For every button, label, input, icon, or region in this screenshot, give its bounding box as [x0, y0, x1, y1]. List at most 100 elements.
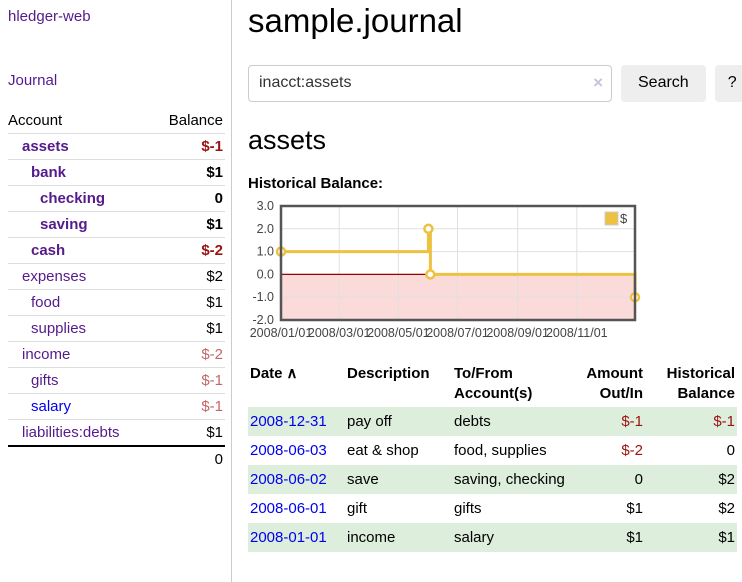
account-link-supplies[interactable]: supplies	[31, 320, 87, 337]
account-balance: $1	[206, 294, 223, 311]
account-row: cash $-2	[8, 237, 225, 263]
account-link-bank[interactable]: bank	[31, 164, 67, 181]
transaction-balance: $1	[718, 528, 735, 546]
svg-text:2008/09/01: 2008/09/01	[486, 326, 549, 340]
account-balance: $2	[206, 268, 223, 285]
column-header-balance[interactable]: Historical Balance	[666, 364, 735, 402]
account-link-income[interactable]: income	[22, 346, 71, 363]
svg-text:2.0: 2.0	[257, 222, 274, 236]
transaction-row: 2008-01-01 income salary $1 $1	[248, 522, 737, 552]
clear-search-icon[interactable]: ×	[593, 72, 603, 92]
transaction-amount: $1	[626, 528, 643, 546]
brand-link[interactable]: hledger-web	[8, 8, 91, 25]
transaction-date-link[interactable]: 2008-06-03	[250, 441, 327, 459]
transaction-row: 2008-06-03 eat & shop food, supplies $-2…	[248, 436, 737, 465]
transaction-date-link[interactable]: 2008-01-01	[250, 528, 327, 546]
help-button[interactable]: ?	[714, 64, 742, 102]
account-row: assets $-1	[8, 133, 225, 159]
transaction-date-link[interactable]: 2008-06-01	[250, 499, 327, 517]
account-row: gifts $-1	[8, 367, 225, 393]
svg-text:-1.0: -1.0	[252, 290, 274, 304]
account-balance: $1	[206, 164, 223, 181]
account-balance: $-2	[201, 242, 223, 259]
account-link-saving[interactable]: saving	[40, 216, 88, 233]
transaction-row: 2008-06-02 save saving, checking 0 $2	[248, 464, 737, 494]
account-link-expenses[interactable]: expenses	[22, 268, 87, 285]
transaction-balance: $-1	[713, 412, 735, 430]
column-header-description[interactable]: Description	[347, 364, 430, 382]
accounts-total-balance: 0	[214, 451, 223, 468]
account-heading: assets	[248, 124, 327, 155]
column-header-accounts[interactable]: To/From Account(s)	[454, 364, 533, 402]
transaction-row: 2008-12-31 pay off debts $-1 $-1	[248, 406, 737, 436]
account-row: salary $-1	[8, 393, 225, 419]
transaction-amount: $-1	[621, 412, 643, 430]
accounts-table-header: Account Balance	[8, 110, 225, 133]
transaction-description: save	[347, 470, 379, 488]
column-header-amount[interactable]: Amount Out/In	[586, 364, 643, 402]
svg-text:0.0: 0.0	[257, 267, 274, 281]
account-balance: 0	[214, 190, 223, 207]
page-title: sample.journal	[248, 2, 463, 39]
account-balance: $1	[206, 424, 223, 441]
account-row: supplies $1	[8, 315, 225, 341]
chart-title: Historical Balance:	[248, 174, 384, 192]
transaction-description: eat & shop	[347, 441, 419, 459]
account-balance: $-1	[201, 138, 223, 155]
account-row: checking 0	[8, 185, 225, 211]
account-balance: $1	[206, 216, 223, 233]
transaction-description: gift	[347, 499, 368, 517]
transaction-accounts: saving, checking	[454, 470, 565, 488]
account-link-gifts[interactable]: gifts	[31, 372, 59, 389]
svg-text:2008/03/01: 2008/03/01	[308, 326, 371, 340]
svg-text:3.0: 3.0	[257, 199, 274, 213]
account-row: food $1	[8, 289, 225, 315]
svg-text:2008/01/01: 2008/01/01	[250, 326, 313, 340]
transaction-balance: $2	[718, 470, 735, 488]
accounts-header-account: Account	[8, 112, 63, 129]
accounts-table: Account Balance assets $-1 bank $1 check…	[8, 110, 225, 472]
transaction-balance: $2	[718, 499, 735, 517]
transaction-amount: $1	[626, 499, 643, 517]
transaction-description: pay off	[347, 412, 392, 430]
transaction-accounts: salary	[454, 528, 495, 546]
account-balance: $1	[206, 320, 223, 337]
account-link-assets[interactable]: assets	[22, 138, 69, 155]
transaction-date-link[interactable]: 2008-12-31	[250, 412, 327, 430]
account-row: saving $1	[8, 211, 225, 237]
historical-balance-chart: $3.0 2.0 1.0 0.0 -1.0 -2.0 2008/01/01 2008/03/0…	[248, 199, 742, 347]
account-row: expenses $2	[8, 263, 225, 289]
search-button[interactable]: Search	[621, 64, 706, 102]
transaction-accounts: food, supplies	[454, 441, 547, 459]
transaction-balance: 0	[726, 441, 735, 459]
svg-text:2008/05/01: 2008/05/01	[367, 326, 430, 340]
account-balance: $-1	[201, 398, 223, 415]
sort-ascending-icon: ∧	[286, 364, 298, 382]
transaction-date-link[interactable]: 2008-06-02	[250, 470, 327, 488]
account-balance: $-1	[201, 372, 223, 389]
transaction-amount: 0	[634, 470, 643, 488]
account-balance: $-2	[201, 346, 223, 363]
sidebar-item-journal[interactable]: Journal	[8, 72, 58, 89]
account-link-food[interactable]: food	[31, 294, 61, 311]
column-header-date[interactable]: Date ∧	[250, 364, 298, 382]
transaction-accounts: gifts	[454, 499, 482, 517]
account-link-liabilities-debts[interactable]: liabilities:debts	[22, 424, 120, 441]
account-row: income $-2	[8, 341, 225, 367]
svg-text:2008/07/01: 2008/07/01	[426, 326, 489, 340]
account-link-salary[interactable]: salary	[31, 398, 72, 415]
account-link-checking[interactable]: checking	[40, 190, 106, 207]
transaction-amount: $-2	[621, 441, 643, 459]
register-table: Date ∧ Description To/From Account(s) Amo…	[248, 361, 737, 552]
search-bar: × Search ?	[248, 64, 742, 102]
search-input[interactable]	[248, 64, 612, 102]
transaction-row: 2008-06-01 gift gifts $1 $2	[248, 494, 737, 523]
accounts-total-row: 0	[8, 445, 225, 472]
transaction-accounts: debts	[454, 412, 491, 430]
svg-text:2008/11/01: 2008/11/01	[546, 326, 608, 340]
account-link-cash[interactable]: cash	[31, 242, 66, 259]
svg-text:$: $	[620, 211, 628, 226]
accounts-header-balance: Balance	[168, 112, 223, 129]
transaction-description: income	[347, 528, 396, 546]
